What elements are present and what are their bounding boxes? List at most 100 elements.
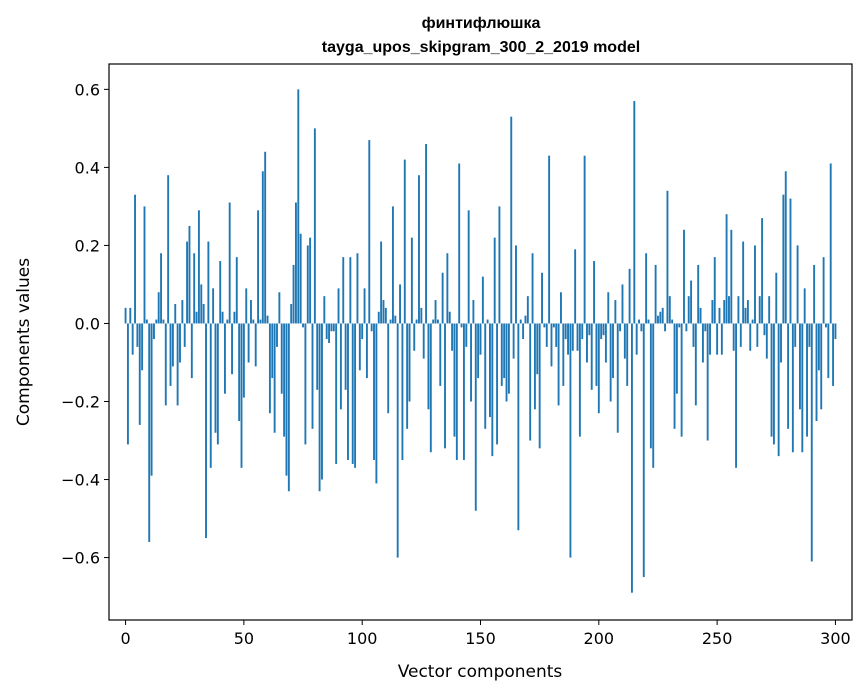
bar [259,319,262,324]
bar [477,323,480,379]
bar [134,194,136,324]
bar [505,323,508,402]
y-tick-label: 0.0 [75,314,100,333]
bar [143,206,146,324]
bar [735,323,737,468]
chart-title: финтифлюшка [422,15,541,32]
bar [401,323,404,461]
bar [654,264,657,324]
bar [474,323,477,511]
bar [543,323,546,328]
y-axis-ticks: −0.6 −0.4 −0.2 0.0 0.2 0.4 0.6 [61,80,109,568]
bar [365,323,368,379]
bar [486,319,489,324]
bar [571,323,574,351]
bar [186,241,189,324]
bar [770,323,773,437]
bar [311,323,314,429]
bar [820,323,823,410]
bar [373,323,375,461]
bar [396,323,399,558]
y-tick-label: −0.2 [61,393,100,412]
bar [635,323,638,355]
bar [657,315,659,324]
bar [375,323,378,484]
bar [224,323,226,394]
bar [389,319,392,324]
bar [382,300,385,324]
bar [496,323,499,445]
bar [321,323,323,480]
bar [207,241,210,324]
bar [758,296,761,324]
bar [491,323,494,457]
bar [216,323,219,445]
bar [316,323,319,390]
bar [597,323,600,414]
bar [261,171,264,324]
bar [370,323,373,332]
bar [652,323,655,468]
bar [444,323,446,449]
bar [266,315,269,324]
bar [692,323,695,347]
bar [834,323,837,340]
bar [212,288,215,324]
bar [536,323,539,375]
bar [794,323,797,347]
bar [361,323,364,340]
bar [704,323,707,332]
bar [761,218,764,324]
bar [522,323,525,340]
bar [171,323,174,367]
bar [157,292,160,324]
bar [242,323,245,398]
bar [562,323,565,386]
bar [420,307,423,324]
bar [768,296,771,324]
bar [744,307,747,324]
bar [607,292,610,324]
bar [458,163,461,324]
bar [129,307,132,324]
bar [493,237,496,324]
bar [538,323,541,449]
bar [718,307,721,324]
bar [626,323,629,386]
bar [507,323,510,394]
bar [683,229,685,324]
bar [205,323,207,539]
bar [179,323,181,363]
bar [190,323,193,379]
x-tick-label: 300 [820,629,851,648]
bar [739,323,742,347]
bar [808,323,811,347]
bar [299,233,302,324]
bar [548,155,551,324]
bar [460,323,463,328]
bar [763,323,766,336]
x-tick-label: 100 [347,629,378,648]
bar [723,300,726,324]
bar [252,319,255,324]
bar [160,253,162,324]
bar [193,253,196,324]
bar [285,323,288,476]
bar [822,257,825,324]
x-tick-label: 0 [120,629,130,648]
bar [306,245,309,324]
bar [455,323,458,461]
bar [671,319,674,324]
bar [531,253,534,324]
bar [335,323,338,464]
bar [557,323,560,406]
bar [529,323,532,441]
bar [545,323,548,347]
bar [666,190,669,324]
bar [777,323,780,457]
bar [221,311,224,324]
bar [775,272,778,324]
bar [148,323,151,542]
bar [638,319,640,324]
bar [358,323,361,371]
